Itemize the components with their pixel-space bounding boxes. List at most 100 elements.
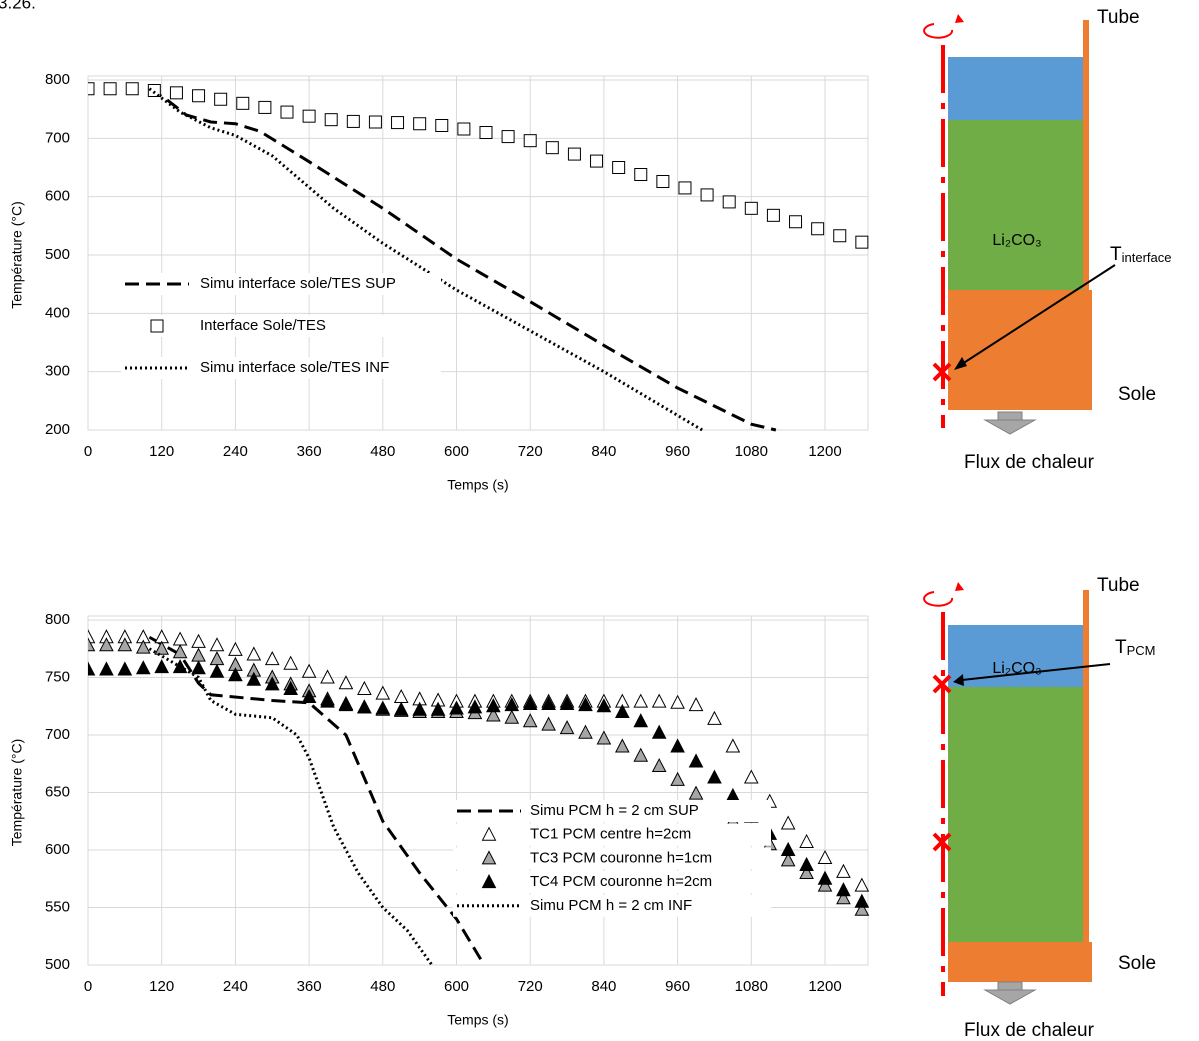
legend-bg bbox=[453, 823, 771, 846]
marker bbox=[799, 833, 814, 848]
marker bbox=[320, 669, 335, 684]
marker bbox=[357, 680, 372, 695]
marker bbox=[125, 82, 139, 96]
marker bbox=[393, 701, 409, 716]
marker bbox=[854, 893, 870, 908]
diagram: Tube Li₂CO₃ Tinterface Sole Flux de chal… bbox=[923, 7, 1172, 473]
marker bbox=[209, 663, 225, 678]
marker bbox=[209, 637, 225, 652]
rotation-arrow bbox=[923, 591, 954, 607]
marker bbox=[99, 637, 114, 652]
marker bbox=[634, 168, 648, 181]
marker bbox=[301, 688, 317, 704]
marker bbox=[836, 863, 851, 878]
legend-swatch bbox=[481, 850, 497, 865]
marker bbox=[504, 709, 520, 724]
marker bbox=[817, 870, 833, 885]
probe: T bbox=[1110, 244, 1122, 265]
marker bbox=[670, 738, 685, 753]
tube-wall bbox=[1083, 20, 1089, 410]
marker bbox=[523, 134, 537, 148]
marker bbox=[707, 769, 722, 784]
legend-bg bbox=[453, 894, 771, 917]
flux-label: Flux de chaleur bbox=[964, 1020, 1095, 1041]
marker bbox=[486, 707, 501, 722]
legend-bg bbox=[453, 800, 771, 822]
marker bbox=[780, 815, 796, 830]
marker bbox=[457, 122, 471, 136]
y-tick-label: 650 bbox=[45, 783, 70, 800]
x-tick-label: 1200 bbox=[808, 978, 841, 995]
marker bbox=[117, 637, 133, 652]
marker bbox=[656, 175, 670, 188]
y-tick-label: 700 bbox=[45, 726, 70, 743]
marker bbox=[501, 130, 515, 144]
y-tick-label: 300 bbox=[45, 363, 70, 380]
probe-sub: interface bbox=[1122, 250, 1172, 265]
legend-label: Simu interface sole/TES SUP bbox=[200, 275, 396, 292]
y-tick-label: 500 bbox=[45, 246, 70, 263]
rotation-head bbox=[955, 582, 964, 591]
x-tick-label: 1200 bbox=[808, 443, 841, 460]
rotation-head bbox=[955, 14, 964, 23]
marker bbox=[283, 655, 299, 670]
marker bbox=[633, 693, 649, 708]
y-axis-title: Température (°C) bbox=[9, 739, 25, 847]
pcm-zone bbox=[948, 687, 1085, 942]
sole-block bbox=[948, 942, 1092, 982]
marker bbox=[559, 695, 575, 710]
marker bbox=[545, 141, 559, 155]
marker bbox=[435, 119, 449, 132]
marker bbox=[559, 720, 575, 735]
marker bbox=[320, 693, 335, 708]
arrow bbox=[961, 663, 1111, 681]
line bbox=[148, 647, 434, 966]
x-tick-label: 0 bbox=[84, 443, 92, 460]
x-tick-label: 120 bbox=[149, 978, 174, 995]
marker bbox=[780, 841, 796, 856]
legend-bg bbox=[121, 273, 441, 295]
x-tick-label: 600 bbox=[444, 978, 469, 995]
marker bbox=[368, 115, 382, 129]
marker bbox=[264, 676, 280, 691]
marker bbox=[799, 856, 814, 871]
marker bbox=[338, 697, 354, 712]
legend-label: TC3 PCM couronne h=1cm bbox=[530, 849, 712, 866]
legend-swatch bbox=[150, 319, 164, 333]
legend-bg bbox=[453, 871, 771, 894]
flux-arrow bbox=[983, 981, 1037, 1005]
marker bbox=[817, 849, 833, 865]
x-tick-label: 840 bbox=[591, 443, 616, 460]
marker bbox=[522, 713, 538, 728]
marker bbox=[103, 82, 117, 96]
legend-label: Simu interface sole/TES INF bbox=[200, 359, 389, 376]
marker bbox=[264, 651, 280, 666]
marker bbox=[854, 877, 870, 892]
marker bbox=[154, 659, 170, 674]
marker bbox=[578, 724, 593, 739]
probe: T bbox=[1115, 637, 1127, 658]
sole-block bbox=[948, 290, 1092, 410]
marker bbox=[744, 201, 758, 215]
marker bbox=[811, 222, 825, 236]
marker bbox=[214, 92, 228, 106]
marker bbox=[117, 661, 133, 676]
tube-label: Tube bbox=[1097, 575, 1140, 596]
marker bbox=[612, 161, 626, 174]
marker bbox=[280, 105, 294, 119]
probe-mark bbox=[932, 674, 952, 694]
marker bbox=[88, 661, 96, 676]
rotation-arrow bbox=[923, 23, 954, 39]
tube-label: Tube bbox=[1097, 7, 1140, 28]
marker bbox=[147, 84, 161, 97]
arrow-head bbox=[953, 674, 964, 686]
x-axis-title: Temps (s) bbox=[447, 1012, 508, 1028]
marker bbox=[743, 769, 759, 784]
y-tick-label: 500 bbox=[45, 956, 70, 973]
marker bbox=[651, 693, 667, 708]
upper-zone bbox=[948, 57, 1085, 120]
marker bbox=[541, 716, 556, 731]
marker bbox=[836, 890, 851, 905]
x-tick-label: 960 bbox=[665, 978, 690, 995]
